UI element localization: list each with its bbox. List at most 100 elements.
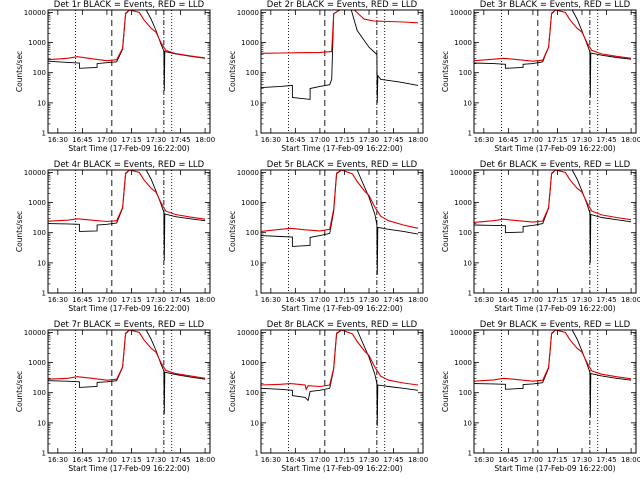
x-tick-label: 17:45 (596, 296, 616, 304)
events-series-line (474, 330, 632, 418)
lld-series-line (474, 10, 632, 62)
y-tick-label: 1 (255, 130, 259, 138)
y-axis-label: Counts/sec (15, 211, 24, 252)
chart-title: Det 3r BLACK = Events, RED = LLD (480, 0, 631, 10)
y-tick-label: 100 (246, 389, 259, 397)
x-tick-label: 16:30 (261, 456, 281, 464)
x-tick-label: 17:45 (170, 456, 190, 464)
events-series-line (261, 170, 419, 275)
x-tick-label: 17:30 (359, 136, 379, 144)
x-tick-label: 17:15 (547, 456, 567, 464)
x-tick-label: 16:45 (285, 296, 305, 304)
x-tick-label: 18:00 (195, 296, 215, 304)
x-tick-label: 16:45 (72, 136, 92, 144)
chart-title: Det 1r BLACK = Events, RED = LLD (54, 0, 205, 10)
plot-frame (473, 169, 637, 294)
plot-frame (47, 169, 211, 294)
plot-frame (47, 329, 211, 454)
chart-title: Det 2r BLACK = Events, RED = LLD (267, 0, 418, 10)
y-tick-label: 10000 (237, 9, 259, 17)
y-axis-label: Counts/sec (228, 211, 237, 252)
events-series-line (48, 330, 206, 414)
x-tick-label: 17:45 (170, 136, 190, 144)
x-tick-label: 16:45 (72, 456, 92, 464)
y-tick-label: 10 (37, 99, 46, 107)
x-tick-label: 16:30 (474, 296, 494, 304)
y-tick-label: 100 (246, 69, 259, 77)
x-axis-label: Start Time (17-Feb-09 16:22:00) (281, 144, 402, 153)
lld-series-line (48, 10, 206, 62)
x-tick-label: 17:30 (359, 456, 379, 464)
x-axis-label: Start Time (17-Feb-09 16:22:00) (281, 464, 402, 473)
lld-series-line (261, 170, 419, 232)
detector-panel-4: Det 4r BLACK = Events, RED = LLD 1 10 100 10… (15, 160, 215, 313)
x-tick-label: 17:15 (547, 136, 567, 144)
x-tick-label: 17:00 (97, 136, 117, 144)
y-axis-label: Counts/sec (228, 371, 237, 412)
x-tick-label: 16:30 (261, 296, 281, 304)
y-tick-label: 10000 (24, 169, 46, 177)
x-tick-label: 17:45 (596, 456, 616, 464)
y-tick-label: 10 (250, 419, 259, 427)
plot-frame (260, 169, 424, 294)
x-tick-label: 17:45 (596, 136, 616, 144)
y-tick-label: 10 (250, 99, 259, 107)
x-tick-label: 16:45 (498, 296, 518, 304)
x-tick-label: 17:30 (572, 296, 592, 304)
chart-title: Det 8r BLACK = Events, RED = LLD (267, 320, 418, 330)
x-tick-label: 17:45 (170, 296, 190, 304)
y-tick-label: 1000 (454, 39, 472, 47)
y-tick-label: 10 (250, 259, 259, 267)
y-tick-label: 1000 (241, 39, 259, 47)
y-tick-label: 100 (246, 229, 259, 237)
x-tick-label: 16:30 (474, 456, 494, 464)
y-axis-label: Counts/sec (441, 211, 450, 252)
x-tick-label: 17:15 (121, 456, 141, 464)
x-axis-label: Start Time (17-Feb-09 16:22:00) (494, 464, 615, 473)
x-tick-label: 17:30 (572, 456, 592, 464)
y-tick-label: 1 (255, 450, 259, 458)
y-tick-label: 1000 (241, 199, 259, 207)
y-tick-label: 10 (463, 259, 472, 267)
chart-title: Det 7r BLACK = Events, RED = LLD (54, 320, 205, 330)
events-series-line (48, 170, 206, 261)
y-tick-label: 10 (37, 419, 46, 427)
y-axis-label: Counts/sec (441, 51, 450, 92)
x-axis-label: Start Time (17-Feb-09 16:22:00) (281, 304, 402, 313)
y-axis-label: Counts/sec (441, 371, 450, 412)
y-tick-label: 1000 (28, 199, 46, 207)
x-tick-label: 17:00 (523, 456, 543, 464)
x-tick-label: 17:45 (383, 296, 403, 304)
x-tick-label: 17:30 (572, 136, 592, 144)
x-tick-label: 16:30 (474, 136, 494, 144)
x-tick-label: 18:00 (195, 456, 215, 464)
y-tick-label: 100 (459, 389, 472, 397)
x-tick-label: 17:30 (146, 136, 166, 144)
x-tick-label: 16:45 (498, 456, 518, 464)
y-tick-label: 100 (33, 389, 46, 397)
x-tick-label: 17:00 (523, 296, 543, 304)
chart-title: Det 9r BLACK = Events, RED = LLD (480, 320, 631, 330)
x-tick-label: 18:00 (621, 456, 640, 464)
x-tick-label: 16:45 (285, 456, 305, 464)
y-tick-label: 100 (33, 69, 46, 77)
detector-panel-9: Det 9r BLACK = Events, RED = LLD 1 10 100 10… (441, 320, 640, 473)
y-axis-label: Counts/sec (15, 51, 24, 92)
y-tick-label: 10000 (450, 169, 472, 177)
chart-title: Det 4r BLACK = Events, RED = LLD (54, 160, 205, 170)
x-tick-label: 17:00 (310, 456, 330, 464)
x-tick-label: 16:30 (48, 296, 68, 304)
detector-panel-3: Det 3r BLACK = Events, RED = LLD 1 10 100 10… (441, 0, 640, 153)
x-tick-label: 17:00 (523, 136, 543, 144)
x-tick-label: 17:00 (310, 296, 330, 304)
chart-title: Det 5r BLACK = Events, RED = LLD (267, 160, 418, 170)
x-tick-label: 16:45 (498, 136, 518, 144)
lld-series-line (261, 10, 419, 54)
y-axis-label: Counts/sec (228, 51, 237, 92)
lld-series-line (261, 330, 419, 391)
x-tick-label: 16:30 (48, 456, 68, 464)
x-tick-label: 17:15 (121, 136, 141, 144)
y-tick-label: 1000 (241, 359, 259, 367)
y-tick-label: 100 (459, 69, 472, 77)
